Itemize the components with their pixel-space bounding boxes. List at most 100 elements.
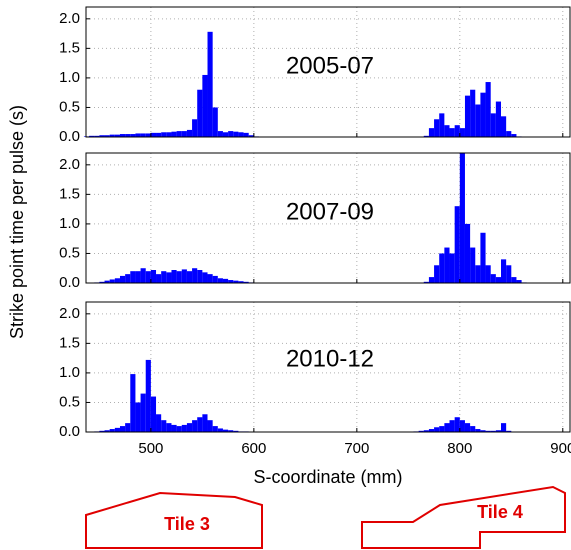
histogram-bar [202,74,208,137]
histogram-bar [114,134,120,137]
histogram-bar [428,277,435,283]
x-tick-label: 600 [241,440,266,457]
histogram-bar [156,414,162,432]
histogram-bar [444,423,450,432]
histogram-bar [114,427,120,432]
histogram-bar [243,132,249,137]
histogram-bar [109,279,115,283]
y-tick-label: 0.0 [59,274,80,291]
histogram-bar [104,135,110,137]
histogram-bar [495,101,502,137]
histogram-bar [166,132,172,137]
histogram-bar [161,132,167,137]
histogram-bar [495,277,502,283]
histogram-bar [156,132,162,137]
x-axis-label: S-coordinate (mm) [253,467,402,487]
histogram-bar [423,135,429,137]
histogram-bar [490,113,496,137]
histogram-bar [197,270,203,283]
histogram-bar [192,420,198,432]
histogram-bar [428,128,435,137]
histogram-bar [176,271,182,283]
y-tick-label: 1.0 [59,215,80,232]
histogram-bar [192,268,198,283]
y-tick-label: 1.0 [59,69,80,86]
histogram-bar [145,359,151,432]
y-axis-label: Strike point time per pulse (s) [7,105,27,339]
histogram-bar [470,89,476,137]
histogram-bar [186,271,193,283]
histogram-bar [233,430,239,432]
histogram-bar [490,274,496,283]
histogram-bar [459,153,465,283]
histogram-bar [150,132,157,137]
histogram-bar [434,265,440,283]
histogram-bar [470,247,476,283]
y-tick-label: 1.0 [59,364,80,381]
histogram-bar [217,278,223,283]
histogram-bar [186,423,193,432]
histogram-bar [119,134,126,137]
histogram-bar [89,135,95,137]
histogram-bar [222,278,229,283]
histogram-bar [217,428,223,432]
y-tick-label: 1.5 [59,185,80,202]
histogram-bar [449,253,455,283]
histogram-bar [197,89,203,137]
y-tick-label: 0.0 [59,423,80,440]
histogram-bar [130,374,136,432]
histogram-bar [207,274,213,283]
histogram-bar [140,133,146,137]
histogram-bar [171,131,177,137]
histogram-bar [501,116,507,137]
histogram-bar [475,104,481,137]
histogram-bar [480,92,486,137]
histogram-bar [444,247,450,283]
histogram-bar [150,396,157,432]
histogram-bar [135,133,141,137]
x-tick-label: 700 [344,440,369,457]
histogram-bar [485,265,491,283]
histogram-bar [150,270,157,283]
histogram-bar [212,426,218,432]
histogram-bar [434,427,440,432]
x-tick-label: 500 [138,440,163,457]
histogram-bar [99,430,105,432]
histogram-bar [485,82,491,137]
histogram-bar [130,134,136,137]
histogram-bar [145,133,151,137]
histogram-bar [166,423,172,432]
histogram-bar [423,430,429,432]
histogram-bar [470,426,476,432]
histogram-bar [99,135,105,137]
histogram-bar [495,430,502,432]
tile-label: Tile 3 [164,514,210,534]
histogram-bar [464,223,471,283]
histogram-bar [233,131,239,137]
histogram-bar [161,420,167,432]
histogram-bar [161,271,167,283]
x-tick-label: 900 [550,440,571,457]
histogram-bar [222,429,229,432]
histogram-bar [490,430,496,432]
histogram-bar [99,281,105,283]
histogram-bar [506,430,512,432]
histogram-bar [511,134,517,137]
histogram-bar [516,280,522,283]
histogram-bar [94,135,100,137]
y-tick-label: 2.0 [59,305,80,322]
x-tick-label: 800 [447,440,472,457]
y-tick-label: 0.5 [59,244,80,261]
histogram-bar [197,417,203,432]
histogram-bar [428,429,435,432]
histogram-bar [449,420,455,432]
y-tick-label: 0.0 [59,128,80,145]
panel-label: 2010-12 [286,345,374,372]
histogram-bar [454,206,460,283]
histogram-bar [181,269,187,283]
histogram-bar [125,274,131,283]
histogram-bar [238,281,244,283]
histogram-bar [243,281,249,283]
histogram-bar [186,129,193,137]
panel-frame [85,6,571,138]
